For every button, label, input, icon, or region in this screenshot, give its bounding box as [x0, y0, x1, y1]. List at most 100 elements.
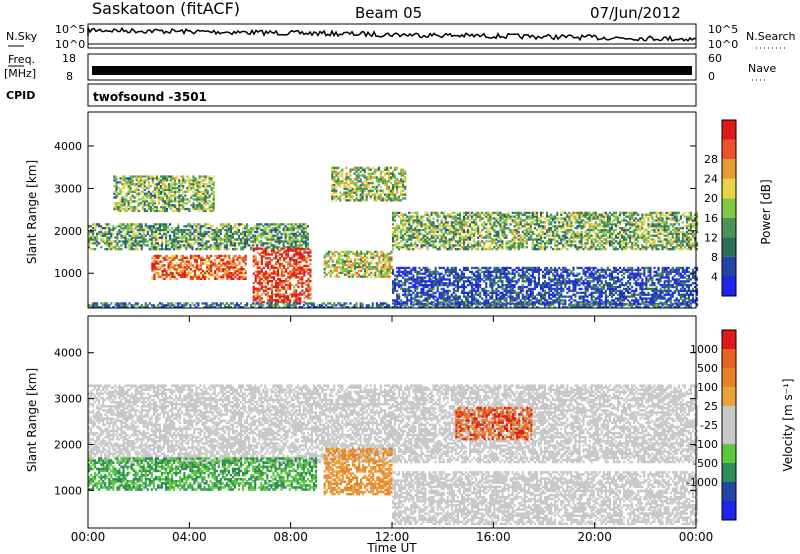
- echo-cell: [529, 230, 532, 234]
- echo-cell: [173, 244, 176, 247]
- echo-cell: [485, 227, 488, 230]
- echo-cell: [276, 223, 279, 226]
- echo-cell: [335, 174, 338, 177]
- echo-cell: [337, 254, 340, 257]
- echo-cell: [396, 166, 399, 169]
- echo-cell: [408, 230, 411, 234]
- echo-cell: [548, 240, 551, 243]
- echo-cell: [283, 281, 286, 285]
- echo-cell: [196, 183, 199, 186]
- echo-cell: [495, 242, 498, 245]
- echo-cell: [112, 227, 115, 230]
- echo-cell: [633, 211, 636, 214]
- echo-cell: [185, 264, 188, 267]
- echo-cell: [138, 227, 141, 230]
- echo-cell: [187, 246, 190, 249]
- echo-cell: [513, 248, 516, 251]
- echo-cell: [169, 246, 172, 249]
- echo-cell: [582, 248, 585, 251]
- echo-cell: [309, 293, 312, 296]
- echo-cell: [90, 238, 93, 241]
- echo-cell: [209, 244, 212, 247]
- echo-cell: [152, 230, 155, 234]
- echo-cell: [279, 259, 282, 262]
- echo-cell: [121, 186, 124, 190]
- echo-cell: [173, 273, 176, 277]
- echo-cell: [416, 223, 419, 226]
- echo-cell: [155, 254, 158, 258]
- station-title: Saskatoon (fitACF): [92, 0, 240, 18]
- echo-cell: [168, 179, 171, 182]
- echo-cell: [596, 213, 599, 216]
- echo-cell: [131, 209, 134, 213]
- echo-cell: [430, 234, 433, 237]
- echo-cell: [619, 211, 622, 214]
- echo-cell: [182, 186, 185, 190]
- nsky-panel: N.Sky 10^5 10^0 10^5 10^0 N.Search: [6, 23, 796, 51]
- echo-cell: [366, 256, 369, 259]
- echo-cell: [566, 221, 569, 224]
- echo-cell: [157, 202, 160, 205]
- echo-cell: [118, 225, 121, 228]
- echo-cell: [165, 258, 168, 261]
- echo-cell: [231, 236, 234, 239]
- echo-cell: [515, 225, 518, 228]
- echo-cell: [281, 253, 284, 256]
- echo-cell: [525, 228, 528, 232]
- echo-cell: [164, 206, 167, 209]
- echo-cell: [383, 172, 386, 175]
- echo-cell: [529, 227, 532, 230]
- echo-cell: [290, 240, 293, 243]
- echo-cell: [268, 262, 271, 266]
- echo-cell: [343, 269, 346, 273]
- echo-cell: [456, 213, 459, 216]
- echo-cell: [195, 260, 198, 263]
- echo-cell: [542, 225, 545, 228]
- echo-cell: [272, 257, 275, 260]
- echo-cell: [140, 225, 143, 228]
- echo-cell: [331, 189, 334, 192]
- echo-cell: [420, 228, 423, 232]
- echo-cell: [655, 244, 658, 247]
- echo-cell: [123, 207, 126, 211]
- echo-cell: [560, 236, 563, 239]
- echo-cell: [298, 242, 301, 245]
- echo-cell: [410, 225, 413, 228]
- echo-cell: [531, 246, 534, 249]
- echo-cell: [205, 227, 208, 230]
- echo-cell: [174, 186, 177, 190]
- echo-cell: [304, 223, 307, 226]
- echo-cell: [182, 179, 185, 182]
- echo-cell: [329, 256, 332, 259]
- echo-cell: [206, 175, 209, 178]
- echo-cell: [217, 244, 220, 247]
- echo-cell: [539, 221, 542, 224]
- echo-cell: [116, 230, 119, 234]
- echo-cell: [337, 260, 340, 263]
- echo-cell: [266, 278, 269, 281]
- echo-cell: [256, 297, 259, 300]
- echo-cell: [275, 295, 278, 298]
- echo-cell: [235, 248, 238, 251]
- echo-cell: [240, 240, 243, 243]
- echo-cell: [285, 253, 288, 256]
- echo-cell: [193, 260, 196, 263]
- echo-cell: [297, 255, 300, 258]
- echo-cell: [300, 240, 303, 243]
- echo-cell: [135, 207, 138, 211]
- echo-cell: [164, 177, 167, 180]
- echo-cell: [274, 234, 277, 237]
- echo-cell: [345, 172, 348, 175]
- echo-cell: [515, 213, 518, 216]
- echo-cell: [213, 248, 216, 251]
- echo-cell: [172, 209, 175, 213]
- echo-cell: [337, 182, 340, 185]
- echo-cell: [226, 262, 229, 265]
- nave-tick-bottom: 0: [708, 70, 715, 83]
- echo-cell: [131, 181, 134, 184]
- echo-cell: [487, 240, 490, 243]
- echo-cell: [256, 289, 259, 292]
- echo-cell: [331, 166, 334, 169]
- echo-cell: [503, 215, 506, 218]
- echo-cell: [418, 240, 421, 243]
